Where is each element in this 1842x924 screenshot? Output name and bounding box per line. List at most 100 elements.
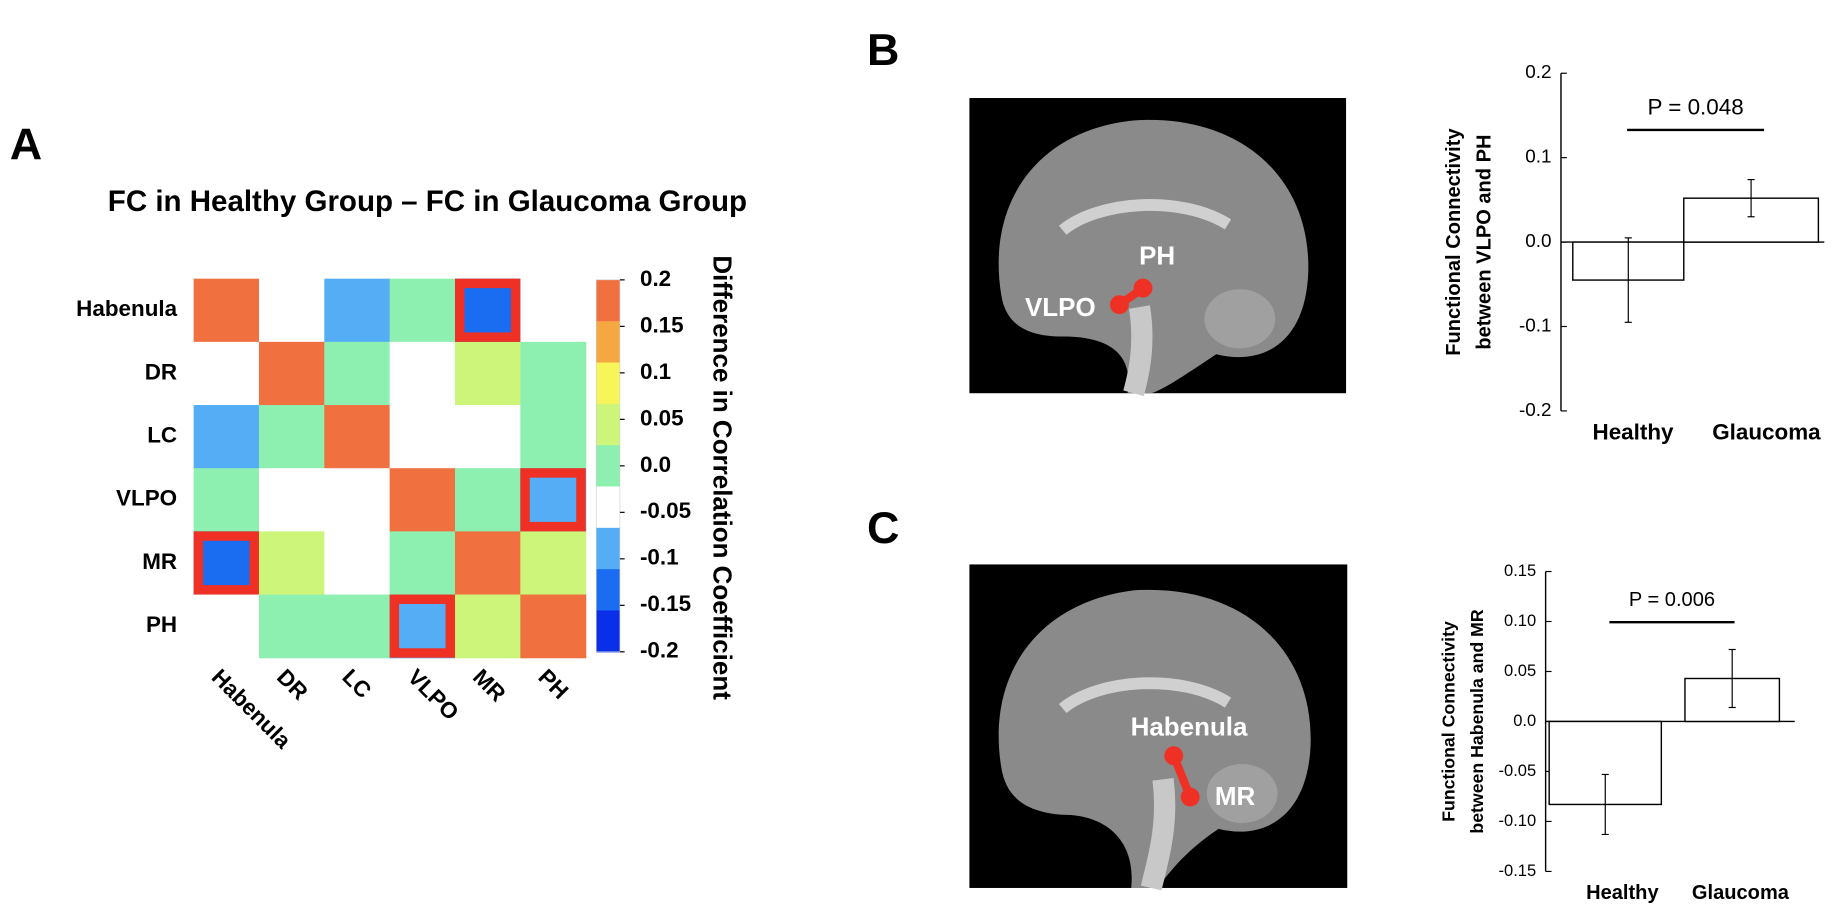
heatmap-cell	[454, 278, 521, 343]
heatmap-cell	[193, 341, 260, 406]
heatmap-cell	[324, 594, 391, 659]
heatmap-cell	[258, 594, 325, 659]
brain-image-c	[969, 564, 1348, 891]
colorbar-band	[596, 403, 620, 446]
colorbar-tick-label: 0.1	[640, 359, 671, 384]
heatmap-cell	[520, 341, 587, 406]
heatmap-cell	[193, 531, 260, 596]
column-label: MR	[468, 664, 510, 706]
heatmap-cell	[389, 531, 456, 596]
y-tick-label: 0.0	[1513, 711, 1536, 730]
heatmap-cell	[324, 341, 391, 406]
heatmap-cell	[389, 594, 456, 659]
highlight-box	[193, 531, 259, 595]
y-axis-label: Functional Connectivity	[1443, 128, 1465, 356]
heatmap-cell	[389, 341, 456, 406]
row-label: Habenula	[76, 296, 177, 321]
highlight-box	[389, 594, 455, 658]
heatmap-cell	[258, 278, 325, 343]
column-label: PH	[533, 664, 573, 704]
annotation: P = 0.048	[1647, 95, 1743, 120]
colorbar-tick-label: -0.15	[640, 591, 691, 616]
colorbar-tick-label: -0.2	[640, 638, 679, 663]
colorbar-tick-label: -0.05	[640, 498, 691, 523]
colorbar-tick-label: -0.1	[640, 545, 679, 570]
y-tick-label: 0.1	[1525, 147, 1551, 168]
heatmap-cell	[193, 278, 260, 343]
image-label: VLPO	[1025, 292, 1096, 322]
y-tick-label: -0.10	[1499, 811, 1537, 830]
row-label: LC	[147, 423, 177, 448]
row-label: MR	[142, 549, 177, 574]
column-label: VLPO	[403, 664, 464, 725]
heatmap-cell	[454, 468, 521, 532]
heatmap-cell	[454, 594, 521, 659]
brain-image-b	[969, 98, 1347, 397]
x-tick-label: Healthy	[1586, 882, 1659, 904]
y-tick-label: 0.10	[1504, 611, 1536, 630]
heatmap-cell	[324, 531, 391, 596]
colorbar-band	[596, 569, 620, 612]
panel-letter: C	[867, 502, 899, 553]
colorbar-label: Difference in Correlation Coefficient	[707, 255, 737, 700]
heatmap-cell	[389, 468, 456, 532]
heatmap-cell	[193, 594, 260, 659]
chart-title: FC in Healthy Group – FC in Glaucoma Gro…	[108, 185, 747, 218]
heatmap-cell	[258, 341, 325, 406]
row-label: DR	[145, 359, 177, 384]
image-label: Habenula	[1131, 711, 1248, 741]
colorbar-tick-label: 0.15	[640, 312, 684, 337]
heatmap-cell	[324, 405, 391, 469]
heatmap-cell	[520, 468, 587, 532]
colorbar-tick-label: 0.2	[640, 266, 671, 291]
colorbar-tick-label: 0.0	[640, 452, 671, 477]
y-tick-label: 0.05	[1504, 661, 1536, 680]
colorbar-band	[596, 362, 620, 405]
heatmap-cell	[454, 341, 521, 406]
y-tick-label: -0.05	[1499, 761, 1537, 780]
y-tick-label: -0.2	[1519, 400, 1552, 421]
colorbar-band	[596, 321, 620, 364]
y-axis-label: between VLPO and PH	[1474, 135, 1496, 350]
y-tick-label: 0.0	[1525, 231, 1551, 252]
image-label: PH	[1139, 240, 1175, 270]
heatmap-cell	[389, 405, 456, 469]
row-label: PH	[146, 612, 177, 637]
colorbar-band	[596, 527, 620, 570]
y-axis-label: Functional Connectivity	[1439, 621, 1459, 822]
heatmap-cell	[258, 405, 325, 469]
heatmap-cell	[454, 405, 521, 469]
heatmap-cell	[258, 468, 325, 532]
panel-letter: A	[10, 118, 42, 169]
column-label: LC	[337, 664, 376, 703]
image-label: MR	[1215, 781, 1256, 811]
y-axis-label: between Habenula and MR	[1467, 609, 1487, 833]
x-tick-label: Glaucoma	[1712, 419, 1821, 444]
heatmap-cell	[520, 278, 587, 343]
heatmap-cell	[389, 278, 456, 343]
heatmap-cell	[520, 405, 587, 469]
y-tick-label: 0.2	[1525, 62, 1551, 83]
x-tick-label: Healthy	[1593, 419, 1675, 444]
colorbar-band	[596, 610, 620, 653]
heatmap-cell	[324, 468, 391, 532]
colorbar-band	[596, 445, 620, 488]
column-label: DR	[272, 664, 313, 705]
y-tick-label: -0.1	[1519, 315, 1552, 336]
heatmap-cell	[324, 278, 391, 343]
heatmap-cell	[520, 531, 587, 596]
y-tick-label: -0.15	[1499, 861, 1537, 880]
heatmap-cell	[520, 594, 587, 659]
highlight-box	[454, 278, 521, 342]
heatmap-cell	[454, 531, 521, 596]
heatmap-cell	[193, 468, 260, 532]
colorbar-band	[596, 279, 620, 322]
highlight-box	[520, 468, 586, 532]
row-label: VLPO	[116, 486, 177, 511]
heatmap-cell	[193, 405, 260, 469]
x-tick-label: Glaucoma	[1692, 882, 1790, 904]
panel-letter: B	[867, 24, 899, 75]
colorbar-tick-label: 0.05	[640, 405, 684, 430]
